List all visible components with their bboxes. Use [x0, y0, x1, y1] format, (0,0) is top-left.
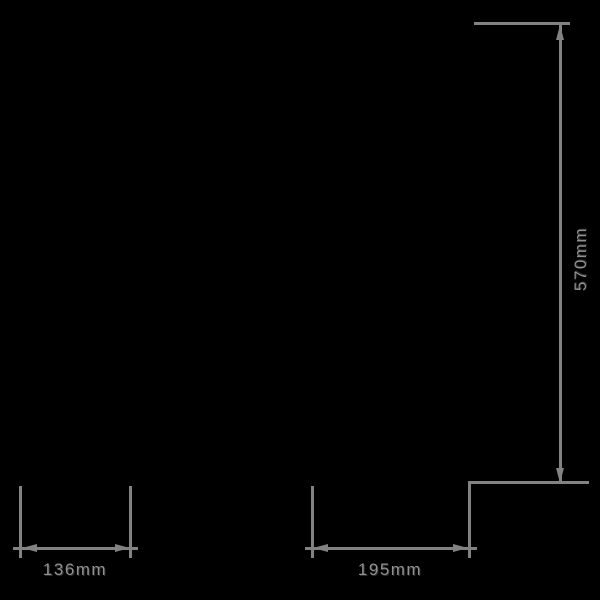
- right-foot-dimension-label: 195mm: [357, 560, 423, 579]
- right-foot-arrow-left-icon: [313, 544, 328, 552]
- height-dimension-label: 570mm: [571, 226, 590, 292]
- left-foot-dimension-label: 136mm: [42, 560, 108, 579]
- left-foot-arrow-left-icon: [22, 544, 37, 552]
- left-foot-extension-line-left: [19, 486, 22, 558]
- left-foot-extension-line-right: [129, 486, 132, 558]
- right-foot-extension-line-right: [468, 484, 471, 558]
- left-foot-dimension-line: [13, 547, 138, 550]
- right-foot-extension-line-left: [311, 486, 314, 558]
- right-foot-arrow-right-icon: [453, 544, 468, 552]
- left-foot-arrow-right-icon: [115, 544, 130, 552]
- top-extension-line: [474, 22, 570, 25]
- height-arrow-down-icon: [556, 468, 564, 483]
- height-dimension-line: [559, 25, 562, 483]
- bottom-extension-line: [468, 481, 589, 484]
- height-arrow-up-icon: [556, 25, 564, 40]
- right-foot-dimension-line: [305, 547, 477, 550]
